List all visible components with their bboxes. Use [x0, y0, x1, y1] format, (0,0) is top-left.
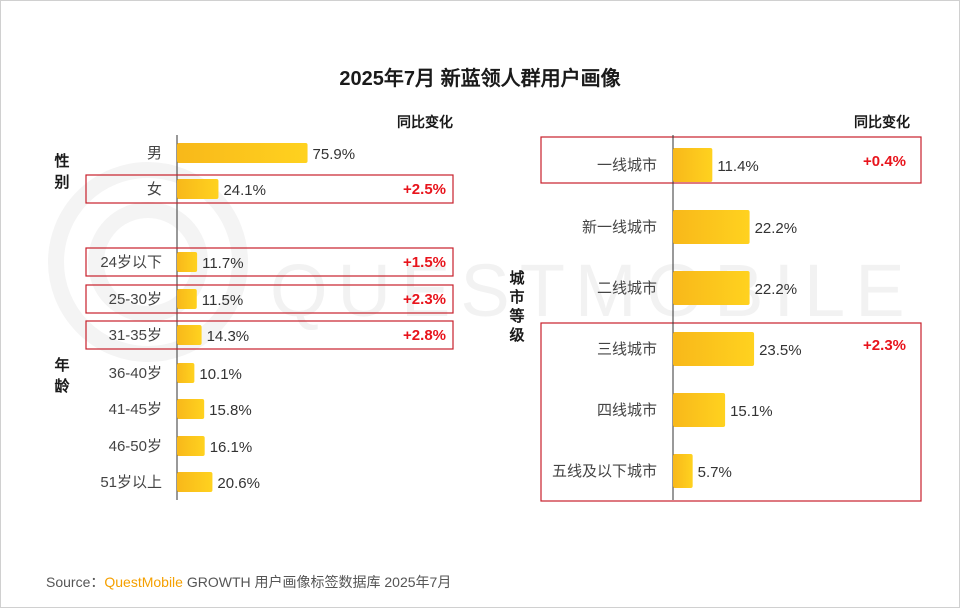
highlight-box	[85, 247, 454, 277]
group-label-char: 别	[53, 174, 69, 191]
change-label: +2.5%	[403, 181, 446, 198]
group-label-char: 市	[509, 288, 524, 306]
value-label: 15.8%	[209, 402, 252, 419]
bar	[177, 289, 197, 309]
category-label: 31-35岁	[109, 327, 162, 344]
change-label: +1.5%	[403, 254, 446, 271]
category-label: 46-50岁	[109, 438, 162, 455]
bar	[673, 454, 693, 488]
category-label: 三线城市	[597, 341, 657, 358]
category-label: 男	[147, 145, 162, 162]
change-header: 同比变化	[854, 114, 910, 130]
source-text: GROWTH 用户画像标签数据库 2025年7月	[182, 574, 452, 590]
value-label: 20.6%	[217, 475, 260, 492]
category-label: 25-30岁	[109, 291, 162, 308]
value-label: 11.5%	[202, 292, 243, 309]
change-label: +2.3%	[863, 337, 906, 354]
watermark-text: QUESTMOBILE	[270, 249, 915, 332]
value-label: 23.5%	[759, 342, 802, 359]
value-label: 24.1%	[223, 182, 266, 199]
value-label: 11.4%	[717, 158, 758, 175]
highlight-box	[85, 320, 454, 350]
bar	[177, 179, 219, 199]
watermark-logo-outer	[48, 162, 248, 362]
group-label-char: 级	[509, 326, 525, 344]
bar	[673, 148, 713, 182]
value-label: 5.7%	[698, 464, 732, 481]
category-label: 二线城市	[597, 280, 657, 297]
category-label: 五线及以下城市	[552, 463, 657, 480]
category-label: 41-45岁	[109, 401, 162, 418]
source-brand: QuestMobile	[104, 574, 183, 590]
change-label: +2.3%	[403, 291, 446, 308]
bar	[673, 393, 726, 427]
value-label: 75.9%	[313, 146, 356, 163]
group-label-char: 龄	[54, 377, 70, 395]
highlight-box	[85, 174, 454, 204]
bar	[673, 210, 750, 244]
value-label: 15.1%	[730, 403, 773, 420]
value-label: 16.1%	[210, 439, 253, 456]
change-label: +0.4%	[863, 153, 906, 170]
watermark-logo-inner	[88, 202, 208, 322]
source-label: Source：	[46, 574, 105, 590]
group-label-char: 城	[509, 269, 524, 287]
category-label: 36-40岁	[109, 365, 162, 382]
value-label: 10.1%	[199, 366, 242, 383]
category-label: 女	[147, 180, 162, 198]
category-label: 51岁以上	[100, 474, 162, 491]
bar	[177, 363, 195, 383]
highlight-box	[540, 136, 922, 184]
value-label: 11.7%	[202, 255, 243, 272]
bar	[673, 271, 750, 305]
change-label: +2.8%	[403, 327, 446, 344]
value-label: 22.2%	[755, 281, 798, 298]
category-label: 一线城市	[597, 157, 657, 174]
bar	[673, 332, 755, 366]
group-label-char: 性	[54, 152, 69, 170]
chart-title: 2025年7月 新蓝领人群用户画像	[339, 68, 621, 90]
highlight-box	[540, 322, 922, 502]
bar	[177, 436, 205, 456]
category-label: 四线城市	[597, 402, 657, 419]
source-note: Source：QuestMobile GROWTH 用户画像标签数据库 2025…	[46, 572, 451, 592]
group-label-char: 等	[509, 307, 524, 325]
category-label: 新一线城市	[582, 219, 657, 236]
bar	[177, 252, 198, 272]
bar	[177, 399, 205, 419]
category-label: 24岁以下	[100, 254, 162, 271]
value-label: 14.3%	[207, 328, 250, 345]
change-header: 同比变化	[397, 114, 453, 130]
group-label-char: 年	[54, 356, 69, 374]
bar	[177, 472, 213, 492]
value-label: 22.2%	[755, 220, 798, 237]
bar	[177, 325, 202, 345]
highlight-box	[85, 284, 454, 314]
bar	[177, 143, 308, 163]
